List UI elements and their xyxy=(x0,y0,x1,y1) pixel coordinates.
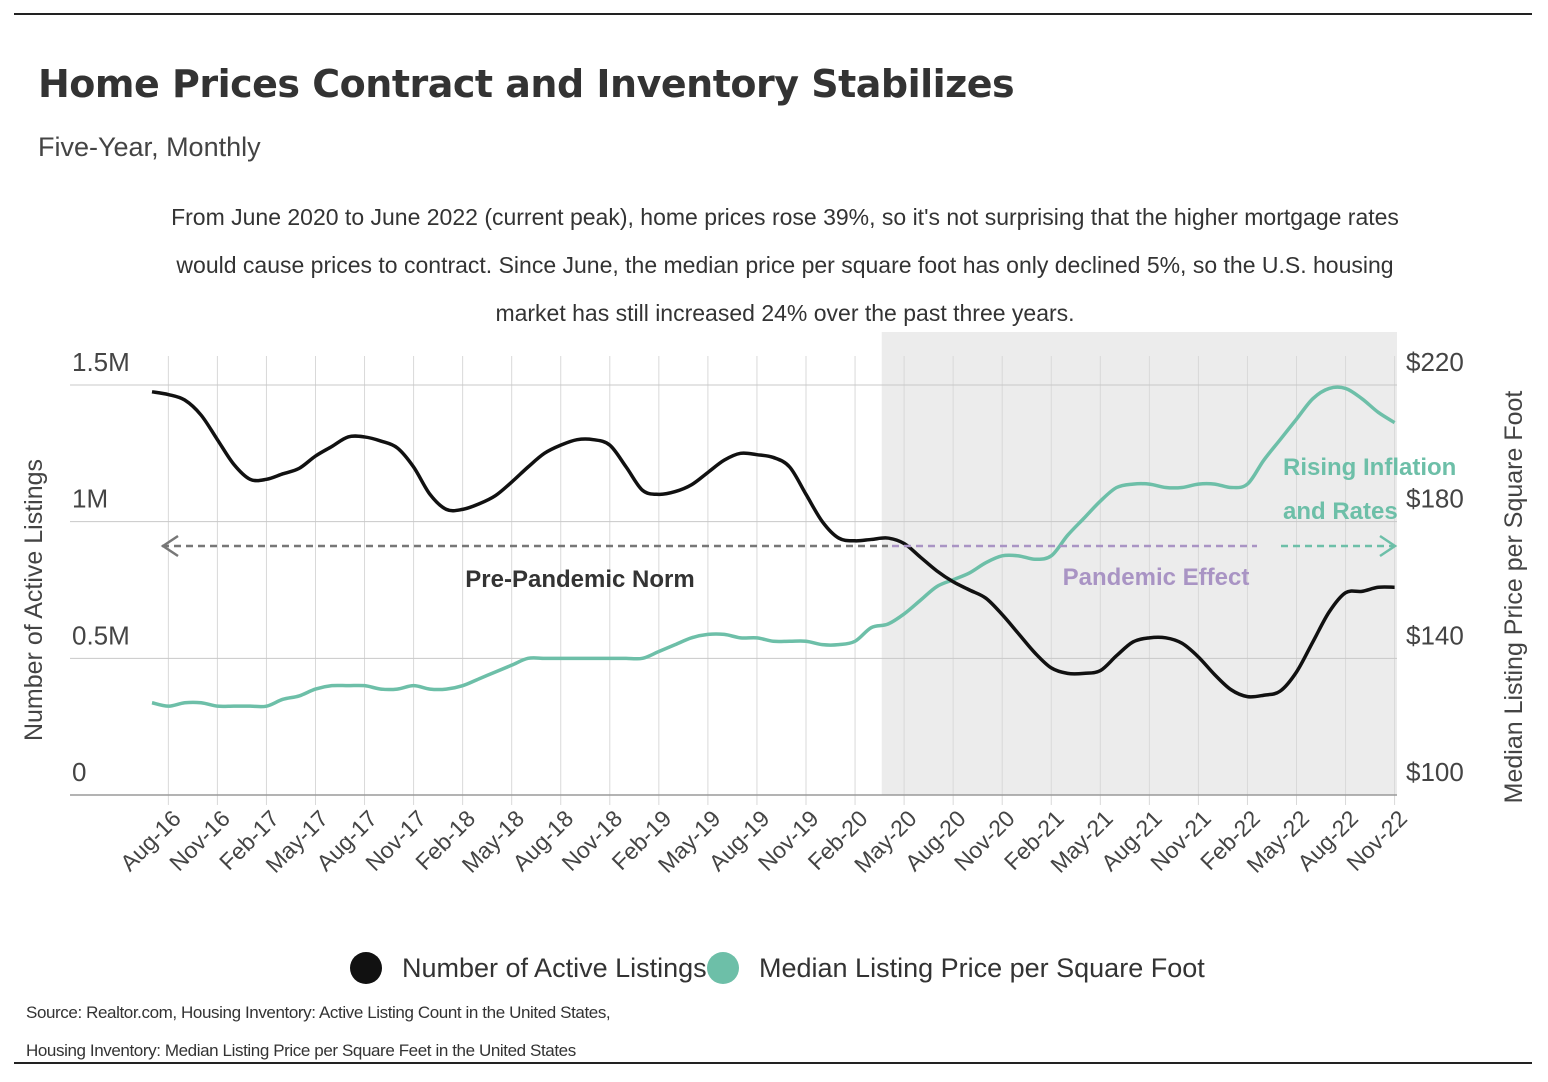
y-right-axis-title: Median Listing Price per Square Foot xyxy=(1500,391,1528,804)
legend-label-listings: Number of Active Listings xyxy=(402,952,707,983)
y-right-tick-label: $220 xyxy=(1406,347,1464,377)
listings-series-line xyxy=(151,390,1395,699)
rising-inflation-arrowhead xyxy=(1379,534,1398,558)
legend-item-listings: Number of Active Listings xyxy=(350,952,707,984)
source-line-2: Housing Inventory: Median Listing Price … xyxy=(26,1041,576,1060)
dual-axis-line-chart: 0 0.5M 1M 1.5M $100 $140 $180 $220 Number of Act… xyxy=(20,332,1528,878)
legend-dot-listings xyxy=(350,952,382,984)
y-left-tick-label: 0 xyxy=(72,757,86,787)
rising-inflation-label-line2: and Rates xyxy=(1283,498,1398,525)
legend-label-price: Median Listing Price per Square Foot xyxy=(759,952,1205,983)
y-left-tick-label: 0.5M xyxy=(72,620,130,650)
legend: Number of Active Listings Median Listing… xyxy=(0,952,1548,996)
legend-dot-price xyxy=(707,952,739,984)
y-right-tick-label: $100 xyxy=(1406,757,1464,787)
chart-description: From June 2020 to June 2022 (current pea… xyxy=(171,204,1399,326)
pre-pandemic-label: Pre-Pandemic Norm xyxy=(465,566,694,593)
y-left-axis-title: Number of Active Listings xyxy=(20,459,48,741)
price-series-line xyxy=(151,385,1396,709)
y-right-tick-label: $140 xyxy=(1406,620,1464,650)
legend-item-price: Median Listing Price per Square Foot xyxy=(707,952,1205,984)
y-left-tick-label: 1M xyxy=(72,484,108,514)
top-rule xyxy=(14,13,1532,15)
source-line-1: Source: Realtor.com, Housing Inventory: … xyxy=(26,1003,611,1022)
chart-subtitle: Five-Year, Monthly xyxy=(38,132,261,162)
pandemic-effect-label: Pandemic Effect xyxy=(1063,564,1250,591)
pandemic-shaded-region xyxy=(881,332,1397,795)
pre-pandemic-arrowhead xyxy=(160,534,179,558)
y-right-tick-label: $180 xyxy=(1406,484,1464,514)
bottom-rule xyxy=(14,1062,1532,1064)
chart-title: Home Prices Contract and Inventory Stabi… xyxy=(38,62,1015,106)
rising-inflation-label-line1: Rising Inflation xyxy=(1283,454,1456,481)
y-left-tick-label: 1.5M xyxy=(72,347,130,377)
